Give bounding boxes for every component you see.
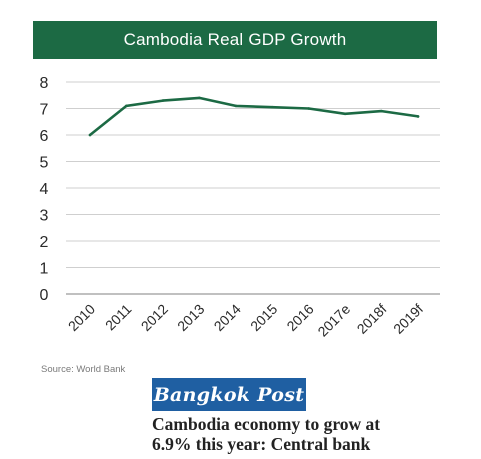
data-point	[380, 109, 383, 113]
data-point	[343, 112, 347, 116]
data-point	[88, 133, 92, 137]
y-tick-label: 0	[40, 287, 49, 304]
data-point	[270, 105, 274, 109]
data-point	[198, 96, 201, 100]
y-tick-label: 4	[40, 181, 49, 198]
data-point	[161, 99, 165, 102]
chart-title-bar: Cambodia Real GDP Growth	[33, 21, 437, 59]
data-point	[307, 107, 310, 110]
news-headline[interactable]: Cambodia economy to grow at 6.9% this ye…	[152, 414, 477, 454]
logo-text: Bangkok Post	[153, 383, 305, 406]
x-tick-label: 2016	[283, 301, 316, 334]
x-tick-label: 2014	[211, 301, 244, 334]
headline-line-2: 6.9% this year: Central bank	[152, 434, 371, 454]
data-point	[416, 115, 420, 118]
data-point	[234, 104, 238, 108]
chart-title: Cambodia Real GDP Growth	[123, 30, 347, 49]
source-note: Source: World Bank	[41, 364, 126, 375]
series-line-0	[88, 96, 420, 137]
x-tick-label: 2010	[65, 301, 98, 334]
y-tick-label: 5	[40, 155, 49, 172]
x-tick-label: 2013	[174, 301, 207, 334]
x-tick-label: 2018f	[354, 301, 390, 337]
data-point	[125, 104, 128, 108]
x-tick-label: 2011	[102, 301, 135, 334]
x-tick-label: 2012	[138, 301, 171, 334]
x-tick-label: 2019f	[390, 301, 426, 337]
y-tick-label: 3	[40, 208, 49, 225]
bangkok-post-logo[interactable]: Bangkok Post	[152, 378, 306, 411]
y-tick-label: 6	[40, 128, 49, 145]
y-tick-label: 8	[40, 75, 49, 92]
headline-line-1: Cambodia economy to grow at	[152, 414, 381, 434]
x-tick-label: 2017e	[314, 301, 353, 340]
x-tick-label: 2015	[247, 301, 280, 334]
y-tick-label: 1	[40, 261, 49, 278]
y-tick-label: 2	[40, 234, 49, 251]
y-tick-label: 7	[40, 102, 49, 119]
